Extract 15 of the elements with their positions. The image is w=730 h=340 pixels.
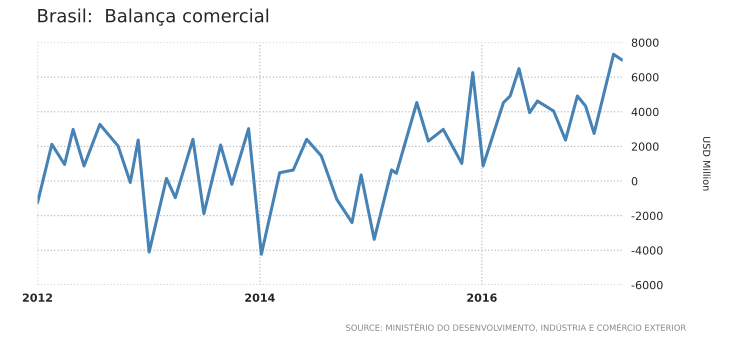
y-axis-title: USD Million [703,136,711,190]
source-note: SOURCE: MINISTÉRIO DO DESENVOLVIMENTO, INDÚSTRIA E COMÉRCIO EXTERIOR [346,322,686,332]
y-tick-label: -4000 [632,246,663,255]
y-tick-label: -6000 [632,280,663,290]
x-tick-label: 2012 [22,293,52,302]
y-tick-label: -2000 [632,212,663,220]
chart-title: Brasil: Balança comercial [38,8,268,26]
line-series [38,52,623,256]
x-tick-label: 2014 [245,293,275,302]
y-tick-label: 6000 [632,73,659,82]
y-tick-label: 0 [632,177,638,186]
y-tick-label: 4000 [632,108,659,116]
y-tick-label: 8000 [632,38,659,47]
y-tick-label: 2000 [632,142,659,151]
x-tick-label: 2016 [467,293,497,302]
